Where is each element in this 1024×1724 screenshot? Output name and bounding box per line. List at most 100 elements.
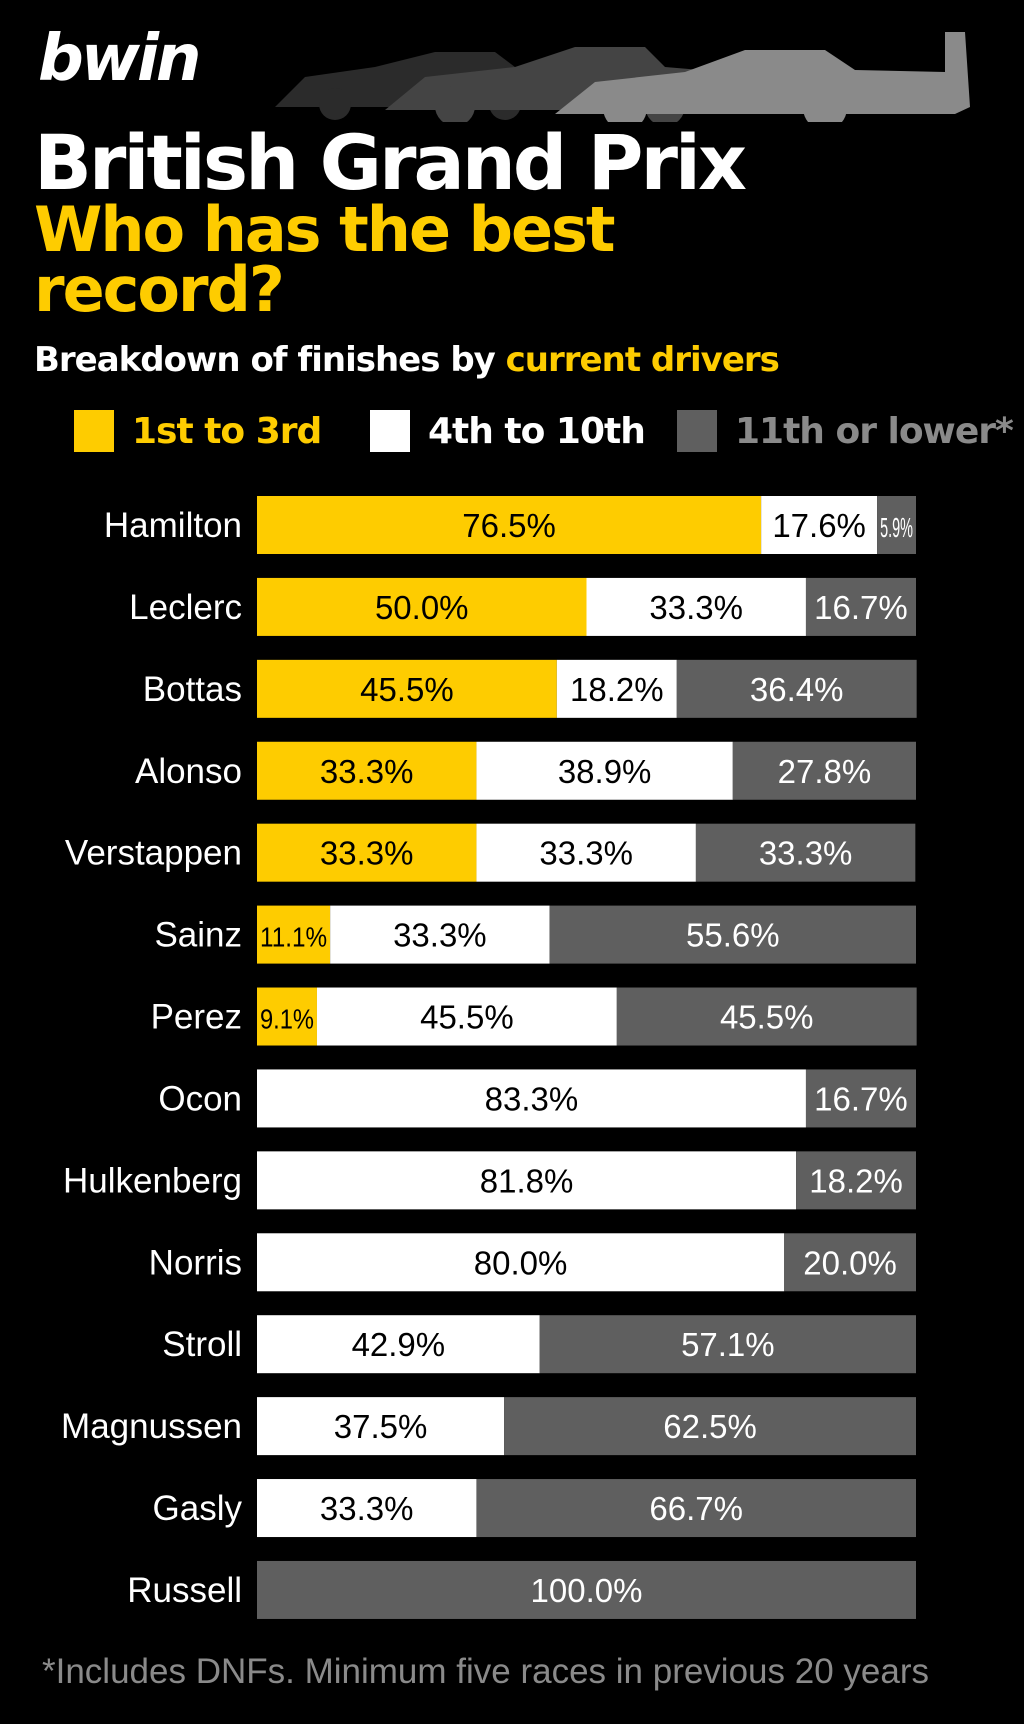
- bar-segment: [257, 1069, 806, 1128]
- stacked-bar-chart: Hamilton 76.5% 17.6% 5.9% Leclerc 50.0% 33.3% 1…: [61, 496, 917, 1619]
- data-label: 33.3%: [320, 753, 414, 790]
- data-label: 16.7%: [814, 1080, 908, 1117]
- legend-label-podium: 1st to 3rd: [132, 410, 322, 452]
- race-car-silhouette-front: [555, 32, 970, 122]
- data-label: 33.3%: [649, 589, 743, 626]
- footnote: *Includes DNFs. Minimum five races in pr…: [42, 1652, 929, 1691]
- page-subtitle: Who has the best record?: [34, 193, 616, 326]
- bar-segment: [257, 1233, 785, 1292]
- bar-segment: [805, 577, 916, 636]
- data-label: 81.8%: [480, 1162, 574, 1199]
- category-label: Verstappen: [65, 834, 242, 873]
- data-label: 36.4%: [750, 671, 844, 708]
- bar-segment: [257, 1397, 505, 1456]
- bar-row-norris: Norris 80.0% 20.0%: [149, 1233, 916, 1292]
- category-label: Stroll: [162, 1325, 242, 1364]
- bar-row-gasly: Gasly 33.3% 66.7%: [153, 1479, 916, 1538]
- data-label: 42.9%: [352, 1326, 446, 1363]
- legend-item-lower: 11th or lower*: [677, 410, 1014, 452]
- legend-label-lower: 11th or lower*: [735, 410, 1014, 452]
- bar-segment: [257, 496, 762, 554]
- legend-swatch-points: [370, 410, 410, 452]
- data-label: 80.0%: [474, 1244, 568, 1281]
- bar-segment: [257, 823, 477, 882]
- bar-segment: [695, 823, 916, 882]
- bar-segment: [257, 659, 557, 718]
- bar-segment: [257, 1560, 916, 1619]
- legend-item-points: 4th to 10th: [370, 410, 646, 452]
- data-label: 37.5%: [334, 1408, 428, 1445]
- data-label: 66.7%: [649, 1490, 743, 1527]
- bar-segment: [761, 496, 878, 554]
- chart-legend: 1st to 3rd 4th to 10th 11th or lower*: [0, 410, 1024, 460]
- legend-swatch-lower: [677, 410, 717, 452]
- bar-segment: [257, 905, 331, 964]
- bar-row-sainz: Sainz 11.1% 33.3% 55.6%: [154, 905, 916, 964]
- category-label: Hamilton: [104, 506, 242, 545]
- data-label: 55.6%: [686, 917, 780, 954]
- category-label: Russell: [127, 1571, 242, 1610]
- chart-description: Breakdown of finishes by current drivers: [34, 340, 780, 380]
- bar-segment: [586, 577, 806, 636]
- bar-segment: [330, 905, 550, 964]
- category-label: Magnussen: [61, 1407, 242, 1446]
- data-label: 62.5%: [663, 1408, 757, 1445]
- bar-row-alonso: Alonso 33.3% 38.9% 27.8%: [135, 741, 916, 800]
- data-label: 45.5%: [360, 671, 454, 708]
- category-label: Bottas: [143, 670, 242, 709]
- data-label: 83.3%: [485, 1080, 579, 1117]
- data-label: 45.5%: [420, 999, 514, 1036]
- category-label: Hulkenberg: [63, 1161, 242, 1200]
- data-label: 20.0%: [803, 1244, 897, 1281]
- category-label: Norris: [149, 1243, 242, 1282]
- category-label: Ocon: [158, 1079, 242, 1118]
- bar-segment: [257, 987, 317, 1046]
- bar-row-magnussen: Magnussen 37.5% 62.5%: [61, 1397, 916, 1456]
- bar-segment: [476, 741, 733, 800]
- data-label: 27.8%: [778, 753, 872, 790]
- category-label: Alonso: [135, 752, 242, 791]
- bar-row-bottas: Bottas 45.5% 18.2% 36.4%: [143, 659, 917, 718]
- bar-segment: [784, 1233, 916, 1292]
- bar-segment: [877, 496, 916, 554]
- data-label: 100.0%: [531, 1572, 643, 1609]
- data-label: 76.5%: [462, 507, 556, 544]
- data-label: 57.1%: [681, 1326, 775, 1363]
- category-label: Perez: [151, 998, 242, 1037]
- description-prefix: Breakdown of finishes by: [34, 340, 506, 380]
- category-label: Gasly: [153, 1489, 243, 1528]
- bar-segment: [476, 1479, 916, 1538]
- race-car-silhouettes: [275, 32, 970, 122]
- legend-swatch-podium: [74, 410, 114, 452]
- page-title: British Grand Prix: [34, 118, 747, 207]
- bar-segment: [616, 987, 917, 1046]
- bar-row-hulkenberg: Hulkenberg 81.8% 18.2%: [63, 1151, 916, 1210]
- bar-segment: [732, 741, 916, 800]
- bar-row-russell: Russell 100.0%: [127, 1560, 916, 1619]
- category-label: Sainz: [154, 916, 242, 955]
- bar-segment: [805, 1069, 916, 1128]
- description-highlight: current drivers: [505, 340, 780, 380]
- bar-segment: [556, 659, 677, 718]
- data-label: 38.9%: [558, 753, 652, 790]
- bar-segment: [257, 1315, 540, 1374]
- data-label: 50.0%: [375, 589, 469, 626]
- data-label: 33.3%: [759, 835, 853, 872]
- bar-segment: [539, 1315, 916, 1374]
- legend-label-points: 4th to 10th: [428, 410, 646, 452]
- bar-row-hamilton: Hamilton 76.5% 17.6% 5.9%: [104, 496, 916, 554]
- data-label: 11.1%: [260, 922, 327, 953]
- bar-segment: [504, 1397, 916, 1456]
- bar-row-perez: Perez 9.1% 45.5% 45.5%: [151, 987, 917, 1046]
- data-label: 33.3%: [393, 917, 487, 954]
- category-label: Leclerc: [129, 588, 242, 627]
- bar-segment: [676, 659, 917, 718]
- data-label: 9.1%: [260, 1004, 314, 1035]
- data-label: 45.5%: [720, 999, 814, 1036]
- bar-segment: [257, 1151, 797, 1210]
- bar-segment: [476, 823, 696, 882]
- data-label: 18.2%: [809, 1162, 903, 1199]
- brand-logo: bwin: [38, 22, 201, 96]
- data-label: 5.9%: [880, 512, 913, 543]
- bar-segment: [549, 905, 916, 964]
